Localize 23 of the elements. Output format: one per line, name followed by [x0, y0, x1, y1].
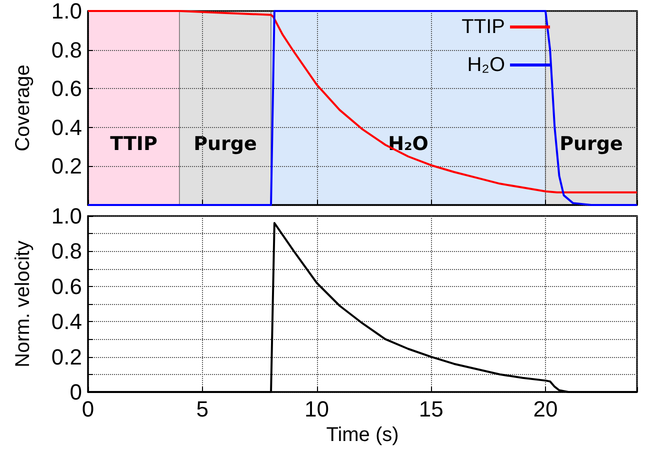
- band-label: H₂O: [388, 132, 428, 155]
- y-tick-label: 0.8: [51, 238, 82, 264]
- y-tick-label: 0.2: [51, 154, 82, 179]
- x-tick-label: 10: [304, 396, 329, 422]
- y-tick-label: 0.6: [51, 274, 82, 299]
- x-axis-title: Time (s): [326, 424, 399, 446]
- band-label: Purge: [194, 132, 257, 155]
- legend-label: TTIP: [462, 16, 505, 38]
- y-tick-label: 0.6: [51, 76, 82, 102]
- y-tick-label: 0.8: [51, 37, 82, 62]
- y-tick-label: 0: [70, 380, 82, 404]
- y-axis-title: Coverage: [12, 64, 34, 152]
- band-label: TTIP: [110, 132, 158, 155]
- y-tick-label: 0.4: [51, 309, 82, 334]
- x-tick-label: 5: [196, 396, 208, 422]
- x-tick-label: 15: [418, 396, 444, 422]
- y-tick-label: 0.4: [51, 114, 82, 140]
- band-label: Purge: [560, 132, 623, 155]
- y-tick-label: 1.0: [51, 204, 82, 228]
- y-tick-label: 0.2: [51, 344, 82, 370]
- x-tick-label: 20: [533, 396, 558, 422]
- y-axis-title: Norm. velocity: [12, 240, 34, 368]
- legend-label: H₂O: [467, 54, 505, 76]
